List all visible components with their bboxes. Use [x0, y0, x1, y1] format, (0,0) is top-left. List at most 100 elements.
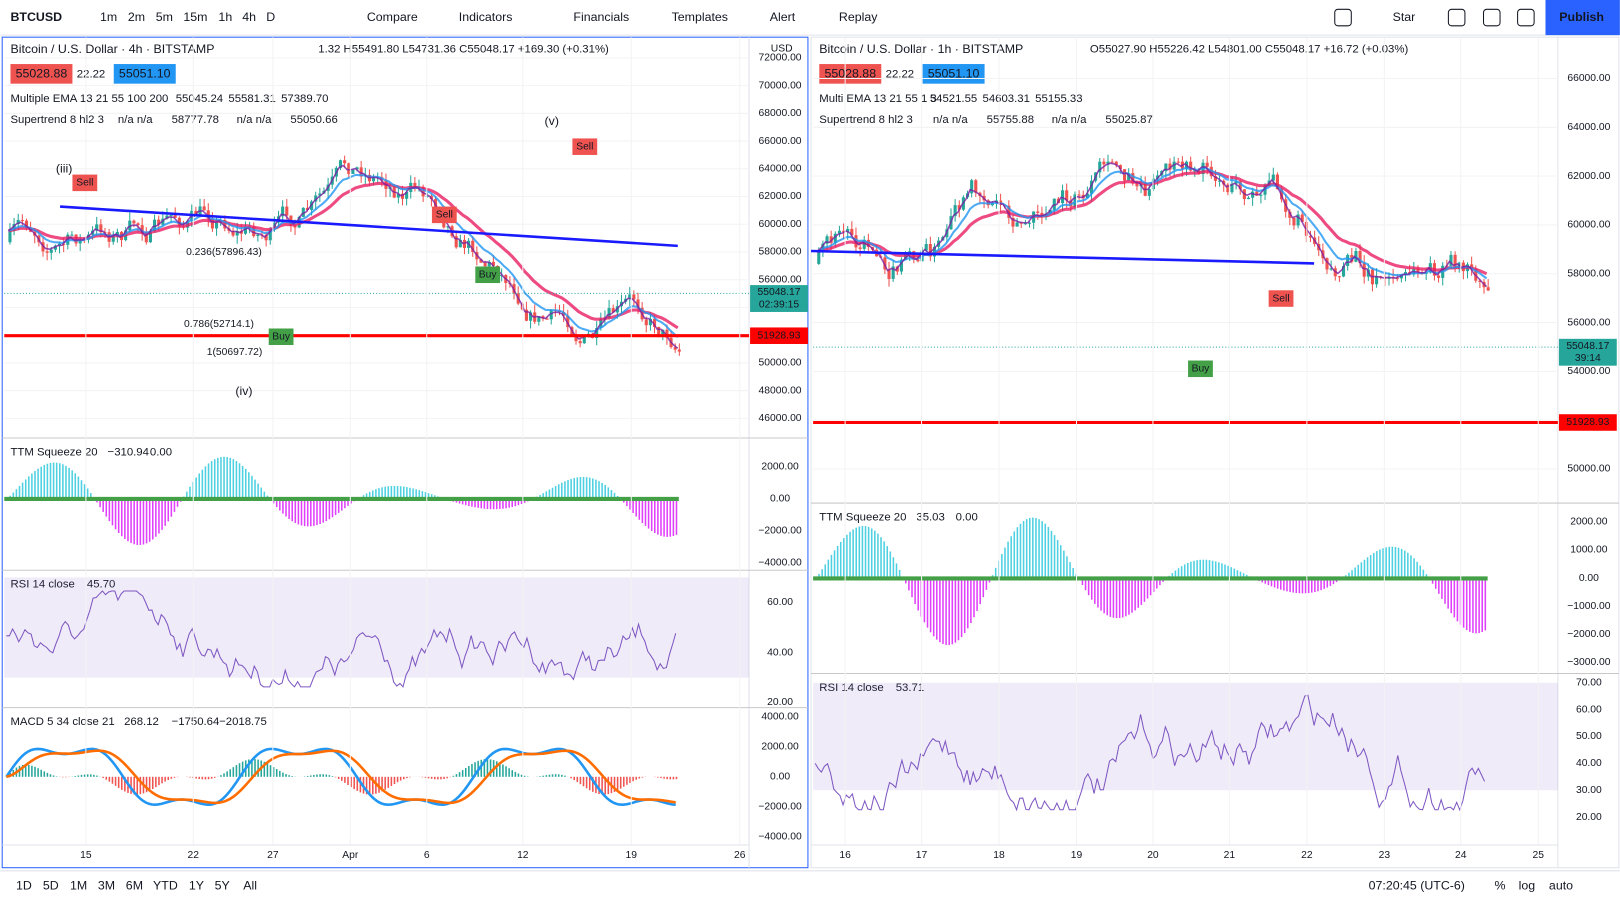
macd-histogram	[669, 776, 672, 780]
histogram-bar	[344, 498, 346, 509]
histogram-bar	[1410, 555, 1412, 579]
star-button[interactable]: Star	[1393, 10, 1416, 24]
interval[interactable]: 4h	[242, 10, 256, 24]
histogram-bar	[1301, 578, 1304, 594]
range-button[interactable]: 1D	[16, 879, 32, 893]
interval[interactable]: 15m	[183, 10, 207, 24]
interval[interactable]: D	[266, 10, 275, 24]
macd-histogram	[31, 765, 33, 777]
histogram-bar	[37, 468, 39, 499]
macd-histogram	[155, 776, 157, 788]
macd-histogram	[461, 770, 464, 777]
price-tick: 56000.00	[759, 274, 802, 285]
candle	[1255, 191, 1259, 196]
auto-toggle[interactable]: auto	[1549, 879, 1573, 893]
histogram-bar	[561, 482, 563, 499]
macd-histogram	[120, 776, 123, 790]
candle	[1098, 161, 1102, 173]
publish-button[interactable]: Publish	[1559, 10, 1604, 24]
log-toggle[interactable]: log	[1519, 879, 1536, 893]
toolbar-icon[interactable]	[1447, 8, 1466, 27]
histogram-bar	[189, 486, 191, 499]
compare-button[interactable]: Compare	[367, 10, 418, 24]
macd-histogram	[254, 759, 256, 777]
histogram-bar	[486, 498, 489, 509]
range-button[interactable]: 6M	[126, 879, 143, 893]
macd-histogram	[474, 762, 476, 777]
ohlc: O55027.90 H55226.42 L54801.00 C55048.17 …	[1090, 44, 1409, 56]
range-button[interactable]: 3M	[98, 879, 115, 893]
publish-bg[interactable]	[1545, 0, 1620, 36]
histogram-bar	[55, 462, 58, 499]
replay-button[interactable]: Replay	[839, 10, 878, 24]
range-button[interactable]: 1M	[70, 879, 87, 893]
histogram-bar	[111, 498, 114, 526]
histogram-bar	[18, 485, 21, 499]
histogram-bar	[861, 525, 864, 579]
macd-histogram	[598, 776, 600, 795]
interval[interactable]: 1m	[100, 10, 117, 24]
macd-histogram	[316, 774, 318, 777]
macd-histogram	[80, 774, 83, 777]
rsi-value: 53.71	[896, 682, 924, 694]
indicators-button[interactable]: Indicators	[459, 10, 513, 24]
histogram-bar	[554, 485, 557, 499]
macd-histogram	[223, 773, 225, 777]
price-tick: 64000.00	[759, 164, 802, 175]
range-button[interactable]: 1Y	[189, 879, 204, 893]
histogram-bar	[80, 480, 83, 499]
toolbar-icon[interactable]	[1334, 8, 1352, 27]
rsi-value: 45.70	[87, 579, 115, 591]
fib-label: 0.236(57896.43)	[186, 247, 262, 258]
range-button[interactable]: 5D	[43, 879, 59, 893]
histogram-bar	[1304, 578, 1307, 594]
histogram-bar	[551, 487, 554, 499]
toolbar-icon[interactable]	[1482, 8, 1501, 27]
range-button[interactable]: 5Y	[215, 879, 230, 893]
histogram-bar	[133, 498, 135, 545]
range-button[interactable]: YTD	[153, 879, 178, 893]
macd-histogram	[585, 776, 588, 789]
time-tick: 25	[1533, 850, 1545, 861]
candle	[677, 349, 681, 352]
candle	[318, 193, 322, 196]
histogram-bar	[161, 498, 163, 530]
macd-histogram	[313, 774, 315, 777]
macd-histogram	[458, 772, 461, 777]
interval[interactable]: 1h	[218, 10, 232, 24]
range-button[interactable]: All	[243, 879, 257, 893]
supertrend-value: n/a n/a	[237, 114, 272, 126]
candle	[78, 239, 82, 244]
histogram-bar	[1097, 578, 1099, 608]
supertrend-value: 55025.87	[1105, 114, 1152, 126]
histogram-bar	[102, 498, 104, 512]
chart-title: Bitcoin / U.S. Dollar · 4h · BITSTAMP	[10, 42, 214, 56]
histogram-bar	[285, 498, 287, 517]
templates-button[interactable]: Templates	[672, 10, 728, 24]
histogram-bar	[1382, 548, 1384, 579]
symbol[interactable]: BTCUSD	[10, 10, 62, 24]
histogram-bar	[322, 498, 324, 523]
price-tick: 64000.00	[1567, 122, 1610, 133]
financials-button[interactable]: Financials	[573, 10, 629, 24]
macd-histogram	[334, 776, 337, 778]
histogram-bar	[505, 498, 507, 509]
histogram-bar	[1481, 578, 1483, 633]
macd-histogram	[21, 764, 24, 777]
candle	[611, 308, 615, 313]
macd-histogram	[368, 776, 371, 795]
alert-button[interactable]: Alert	[770, 10, 796, 24]
toolbar-icon[interactable]	[1517, 8, 1535, 27]
histogram-bar	[889, 551, 892, 579]
macd-histogram	[564, 775, 566, 777]
histogram-bar	[424, 492, 427, 499]
histogram-bar	[229, 457, 232, 499]
candle	[652, 318, 657, 327]
histogram-bar	[142, 498, 145, 545]
percent-toggle[interactable]: %	[1495, 879, 1506, 893]
macd-histogram	[551, 774, 554, 777]
candle	[1341, 265, 1346, 277]
interval[interactable]: 5m	[156, 10, 173, 24]
interval[interactable]: 2m	[128, 10, 145, 24]
histogram-bar	[186, 491, 188, 499]
